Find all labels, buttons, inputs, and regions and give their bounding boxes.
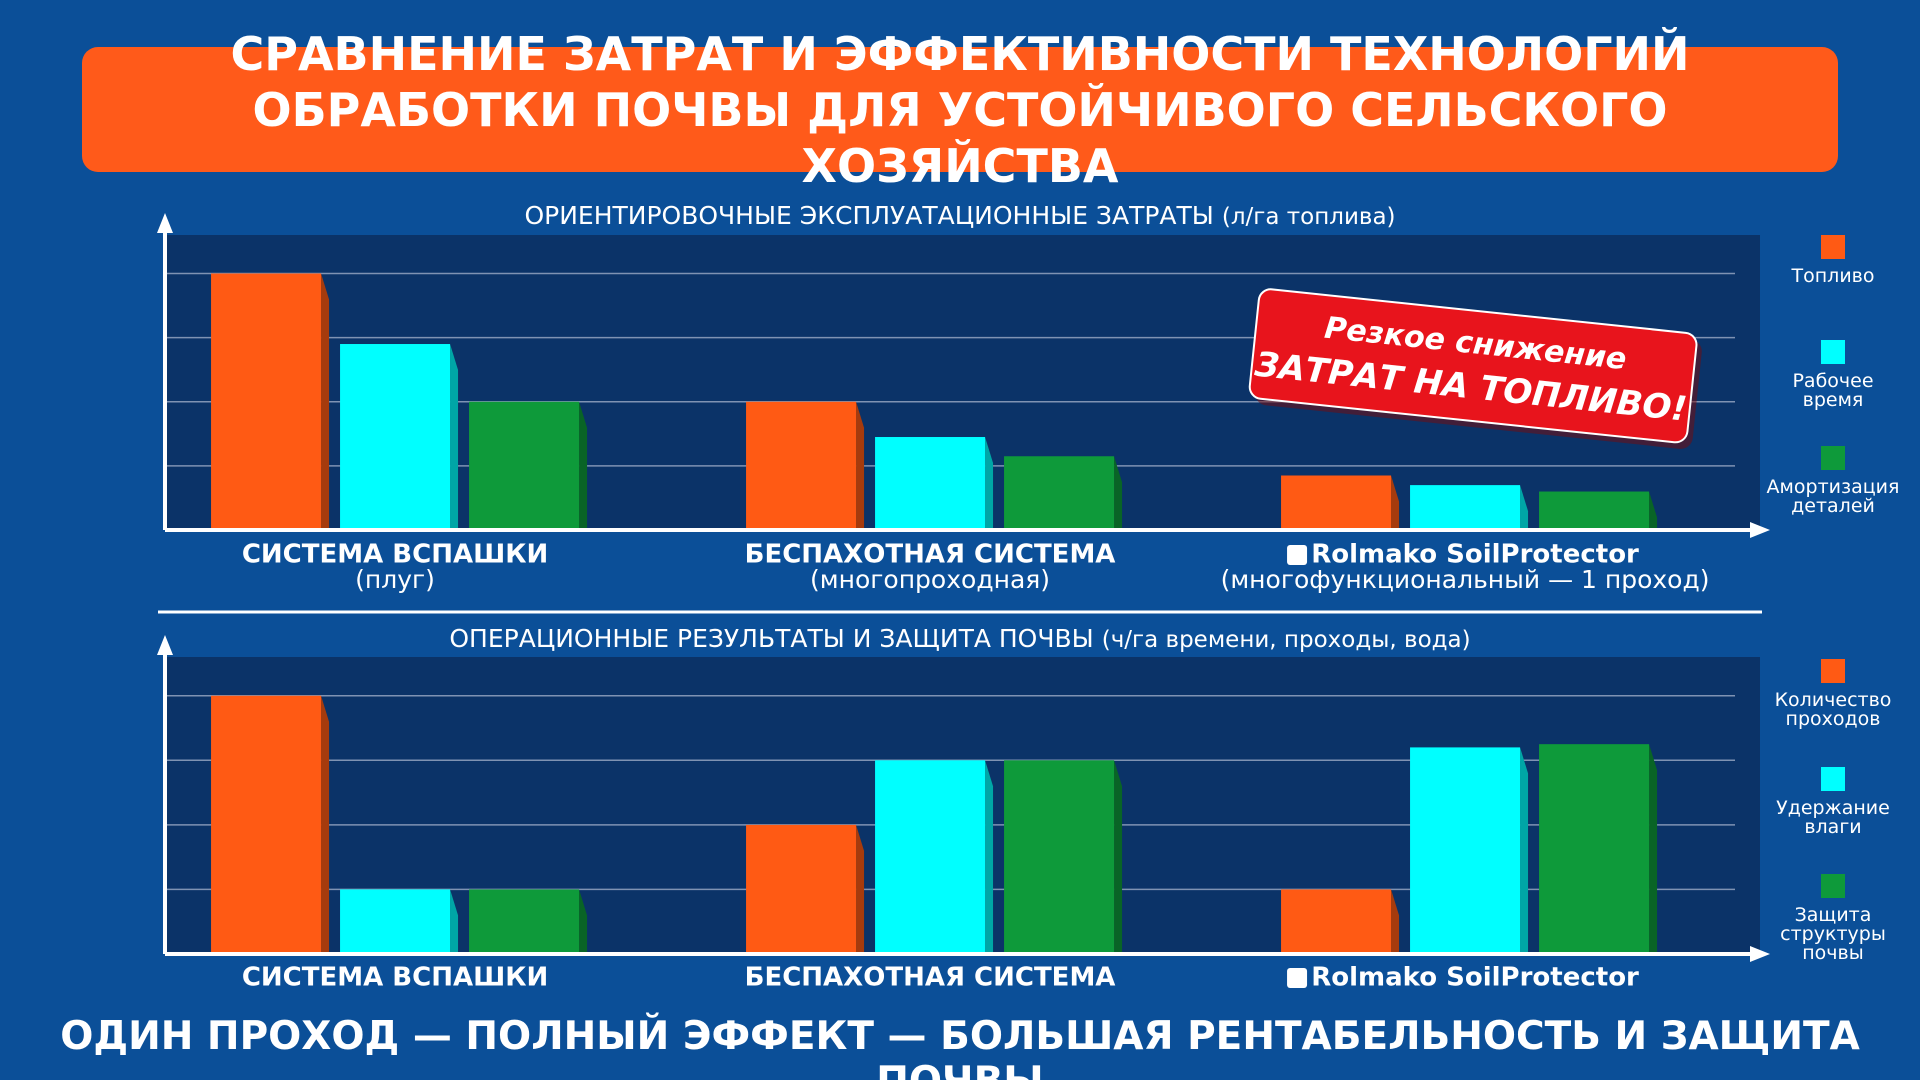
footer: ОДИН ПРОХОД — ПОЛНЫЙ ЭФФЕКТ — БОЛЬШАЯ РЕ…	[60, 1014, 1860, 1080]
x-tick-note: (плуг)	[355, 565, 435, 594]
legend-label: Амортизация деталей	[1766, 476, 1900, 517]
x-tick-label: БЕСПАХОТНАЯ СИСТЕМА	[745, 963, 1116, 993]
y-axis-arrow	[157, 213, 173, 233]
bar	[1410, 747, 1521, 954]
brand-logo	[1287, 968, 1308, 988]
bar	[1410, 485, 1521, 530]
legend-label: Топливо	[1791, 265, 1875, 287]
bar	[469, 401, 580, 530]
legend-label: Количество проходов	[1774, 689, 1892, 730]
bar-side	[1520, 747, 1529, 954]
y-axis-arrow	[157, 635, 173, 655]
chart-title-main: ОРИЕНТИРОВОЧНЫЕ ЭКСПЛУАТАЦИОННЫЕ ЗАТРАТЫ	[524, 201, 1213, 230]
x-tick-note: (многопроходная)	[810, 565, 1050, 594]
bar-side	[1649, 744, 1658, 954]
x-tick-label: БЕСПАХОТНАЯ СИСТЕМА	[745, 540, 1116, 570]
bar-side	[856, 401, 865, 530]
legend-swatch	[1821, 446, 1845, 470]
brand-logo	[1287, 545, 1308, 565]
bar	[211, 273, 322, 530]
x-axis-arrow	[1750, 946, 1770, 962]
annotation-box	[1248, 288, 1698, 444]
bar	[340, 889, 451, 954]
bar-side	[1114, 456, 1123, 530]
bar-side	[985, 437, 994, 530]
chart-subtitle: (л/га топлива)	[1222, 204, 1396, 230]
bar-side	[1391, 475, 1400, 530]
bar	[746, 401, 857, 530]
bar-side	[321, 273, 330, 530]
bar	[1004, 456, 1115, 530]
chart-title: ОПЕРАЦИОННЫЕ РЕЗУЛЬТАТЫ И ЗАЩИТА ПОЧВЫ (ч…	[449, 624, 1470, 653]
legend-label: Защита структуры почвы	[1780, 904, 1886, 964]
x-tick-note: (многофункциональный — 1 проход)	[1221, 565, 1710, 594]
bar-side	[985, 760, 994, 954]
bar	[875, 437, 986, 530]
bar	[1281, 475, 1392, 530]
bar	[875, 760, 986, 954]
bar	[746, 824, 857, 954]
bar	[1004, 760, 1115, 954]
bar-side	[1391, 889, 1400, 954]
bar-side	[856, 824, 865, 954]
legend-label: Рабочее время	[1792, 370, 1874, 411]
bar-side	[450, 889, 459, 954]
x-tick-label: Rolmako SoilProtector	[1311, 540, 1639, 570]
bar-side	[1114, 760, 1123, 954]
bar	[1539, 744, 1650, 954]
legend-swatch	[1821, 235, 1845, 259]
legend-swatch	[1821, 659, 1845, 683]
chart-title-main: ОПЕРАЦИОННЫЕ РЕЗУЛЬТАТЫ И ЗАЩИТА ПОЧВЫ	[449, 624, 1093, 653]
legend-label: Удержание влаги	[1776, 797, 1890, 838]
bar	[211, 695, 322, 954]
chart-subtitle: (ч/га времени, проходы, вода)	[1102, 627, 1471, 653]
bar-side	[579, 889, 588, 954]
legend-swatch	[1821, 874, 1845, 898]
chart-title: ОРИЕНТИРОВОЧНЫЕ ЭКСПЛУАТАЦИОННЫЕ ЗАТРАТЫ…	[524, 201, 1395, 230]
bar	[469, 889, 580, 954]
bar-side	[450, 344, 459, 530]
x-axis-arrow	[1750, 522, 1770, 538]
bar	[340, 344, 451, 530]
bar	[1539, 491, 1650, 530]
bar	[1281, 889, 1392, 954]
x-tick-label: Rolmako SoilProtector	[1311, 963, 1639, 993]
bar-side	[321, 695, 330, 954]
bar-side	[579, 401, 588, 530]
legend-swatch	[1821, 340, 1845, 364]
legend-swatch	[1821, 767, 1845, 791]
x-tick-label: СИСТЕМА ВСПАШКИ	[242, 963, 548, 993]
bar-side	[1520, 485, 1529, 530]
x-tick-label: СИСТЕМА ВСПАШКИ	[242, 540, 548, 570]
bar-side	[1649, 491, 1658, 530]
